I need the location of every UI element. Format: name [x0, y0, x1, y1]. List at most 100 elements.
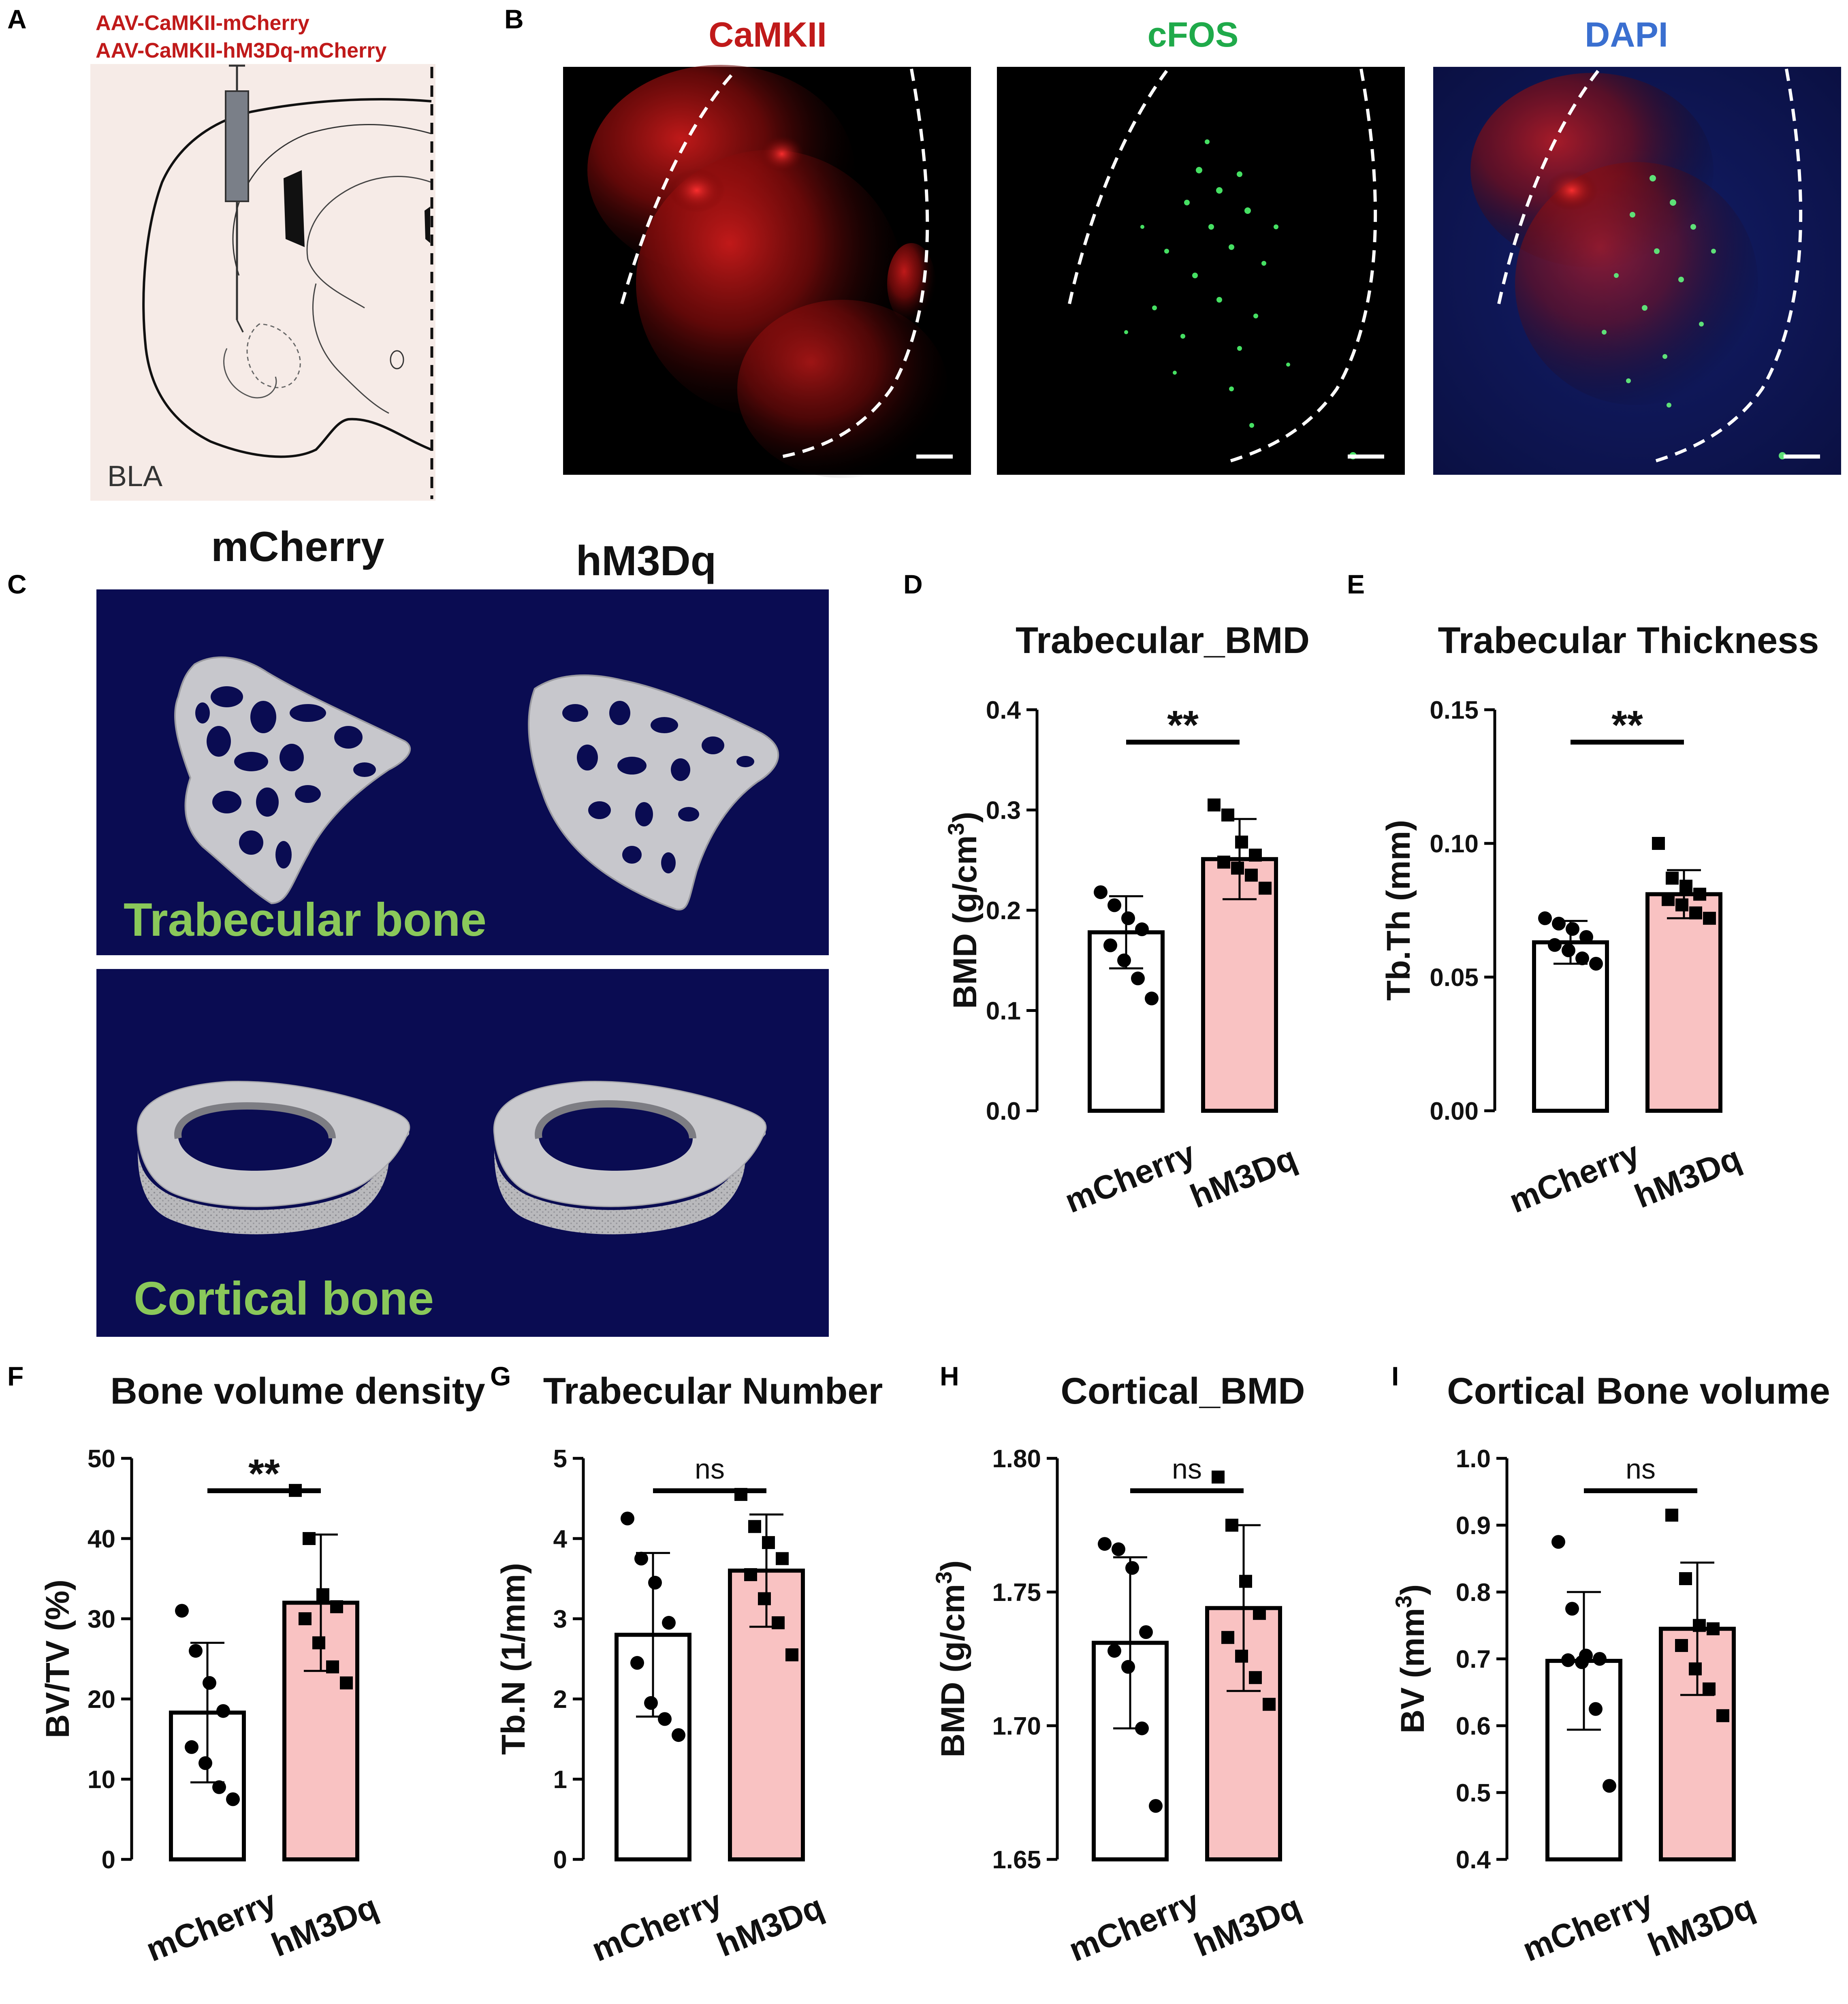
panel-letter-i: I [1391, 1361, 1399, 1391]
data-point-mcherry [1561, 1653, 1575, 1667]
data-point-mcherry [1139, 1625, 1153, 1639]
y-tick-label: 1.80 [992, 1445, 1041, 1473]
panel-letter-a: A [7, 4, 27, 34]
data-point-mcherry [1538, 911, 1552, 925]
data-point-hm3dq [1679, 879, 1692, 893]
data-point-mcherry [1145, 991, 1159, 1005]
data-point-hm3dq [1662, 893, 1675, 906]
y-tick-label: 20 [87, 1686, 115, 1714]
data-point-hm3dq [1675, 1639, 1688, 1652]
trabecular-bone-label: Trabecular bone [124, 893, 487, 946]
data-point-hm3dq [1679, 1572, 1692, 1585]
y-tick-label: 0.0 [986, 1097, 1021, 1125]
x-category-label: hM3Dq [1189, 1888, 1306, 1964]
data-point-mcherry [1125, 1561, 1139, 1575]
x-category-label: mCherry [587, 1883, 727, 1969]
y-tick-label: 0.10 [1430, 830, 1479, 858]
needle-tip [236, 320, 244, 333]
trabecular-holes-hm3dq [562, 701, 754, 873]
column-label-mcherry: mCherry [211, 523, 384, 570]
data-point-hm3dq [748, 1520, 761, 1533]
y-tick-label: 1.75 [992, 1579, 1041, 1607]
data-point-mcherry [185, 1740, 198, 1754]
data-point-mcherry [658, 1712, 672, 1726]
y-tick-label: 3 [553, 1605, 567, 1633]
y-tick-label: 1 [553, 1766, 567, 1794]
data-point-hm3dq [340, 1676, 353, 1690]
data-point-mcherry [1098, 1537, 1112, 1551]
chart-title: Cortical Bone volume [1447, 1370, 1830, 1412]
data-point-mcherry [1579, 930, 1593, 944]
bar-hm3dq [1645, 892, 1722, 1113]
chart-trabecular-bmd: Trabecular_BMD BMD (g/cm3) 0.0 0.1 0.2 0.3 0.4… [943, 620, 1310, 1220]
data-point-hm3dq [1249, 1671, 1262, 1684]
significance-label: ** [248, 1451, 280, 1496]
image-camkii [563, 65, 971, 478]
cortical-bone-mcherry [137, 1081, 410, 1235]
data-point-mcherry [1131, 971, 1145, 986]
data-point-mcherry [212, 1780, 226, 1794]
chart-cortical-bone-volume: Cortical Bone volume BV (mm3) 0.4 0.5 0.6 0.7… [1391, 1370, 1830, 1969]
data-point-hm3dq [1716, 1709, 1729, 1722]
data-point-mcherry [662, 1616, 676, 1630]
y-tick-label: 2 [553, 1686, 567, 1714]
chart-trabecular-number: Trabecular Number Tb.N (1/mm) 0 1 2 3 4 5 mCherr… [495, 1370, 883, 1969]
chart-title: Cortical_BMD [1061, 1370, 1305, 1412]
y-tick-label: 1.65 [992, 1846, 1041, 1874]
data-point-mcherry [621, 1511, 634, 1526]
data-point-hm3dq [1221, 808, 1234, 822]
data-point-mcherry [1094, 885, 1108, 899]
data-point-hm3dq [1707, 1622, 1720, 1635]
chart-bone-volume-density: Bone volume density BV/TV (%) 0 10 20 30 40 50 m… [39, 1370, 485, 1969]
data-point-hm3dq [758, 1592, 771, 1605]
x-category-label: hM3Dq [1185, 1140, 1302, 1215]
y-axis-label: Tb.Th (mm) [1380, 820, 1417, 1001]
chart-title: Trabecular Thickness [1438, 620, 1819, 661]
cortical-bone-label: Cortical bone [134, 1272, 434, 1325]
data-point-hm3dq [1666, 871, 1679, 885]
data-point-mcherry [1108, 1644, 1121, 1658]
data-point-mcherry [630, 1656, 644, 1670]
data-point-mcherry [1552, 917, 1566, 931]
data-point-hm3dq [1249, 848, 1262, 862]
chart-title: Trabecular_BMD [1016, 620, 1310, 661]
data-point-mcherry [198, 1756, 212, 1770]
y-tick-label: 0.7 [1456, 1645, 1491, 1673]
panel-b: B CaMKII cFOS DAPI [504, 4, 1841, 478]
data-point-hm3dq [1225, 1519, 1238, 1532]
y-tick-label: 10 [87, 1766, 115, 1794]
data-point-mcherry [1108, 898, 1121, 912]
y-tick-label: 0.1 [986, 997, 1021, 1025]
data-point-mcherry [1103, 938, 1117, 952]
data-point-mcherry [1593, 1652, 1607, 1666]
ventricle-right [425, 207, 430, 243]
data-point-hm3dq [1693, 1619, 1706, 1632]
y-tick-label: 5 [553, 1445, 567, 1473]
data-point-mcherry [1565, 1602, 1579, 1616]
data-point-hm3dq [1231, 862, 1244, 875]
data-point-hm3dq [1212, 1470, 1225, 1484]
y-tick-label: 40 [87, 1525, 115, 1553]
chart-title: Bone volume density [110, 1370, 485, 1412]
data-point-hm3dq [1239, 1575, 1252, 1588]
data-point-mcherry [1548, 938, 1562, 952]
panel-letter-d: D [903, 569, 923, 599]
data-point-hm3dq [1217, 856, 1230, 869]
x-category-label: hM3Dq [267, 1888, 383, 1964]
data-point-mcherry [1562, 943, 1575, 957]
y-tick-label: 0.4 [1456, 1846, 1491, 1874]
panel-letter-b: B [504, 4, 524, 34]
data-point-hm3dq [330, 1600, 343, 1613]
data-point-mcherry [216, 1704, 230, 1718]
data-point-hm3dq [1689, 1662, 1702, 1675]
y-tick-label: 0.15 [1430, 696, 1479, 724]
x-category-label: hM3Dq [1643, 1888, 1760, 1964]
amygdala-outline [246, 323, 301, 388]
y-tick-label: 0.9 [1456, 1512, 1491, 1540]
y-tick-label: 0 [553, 1846, 567, 1874]
y-tick-label: 0.2 [986, 897, 1021, 925]
y-tick-label: 0.5 [1456, 1779, 1491, 1807]
x-category-label: mCherry [141, 1883, 282, 1969]
data-point-hm3dq [762, 1536, 775, 1549]
data-point-hm3dq [1221, 1631, 1234, 1644]
